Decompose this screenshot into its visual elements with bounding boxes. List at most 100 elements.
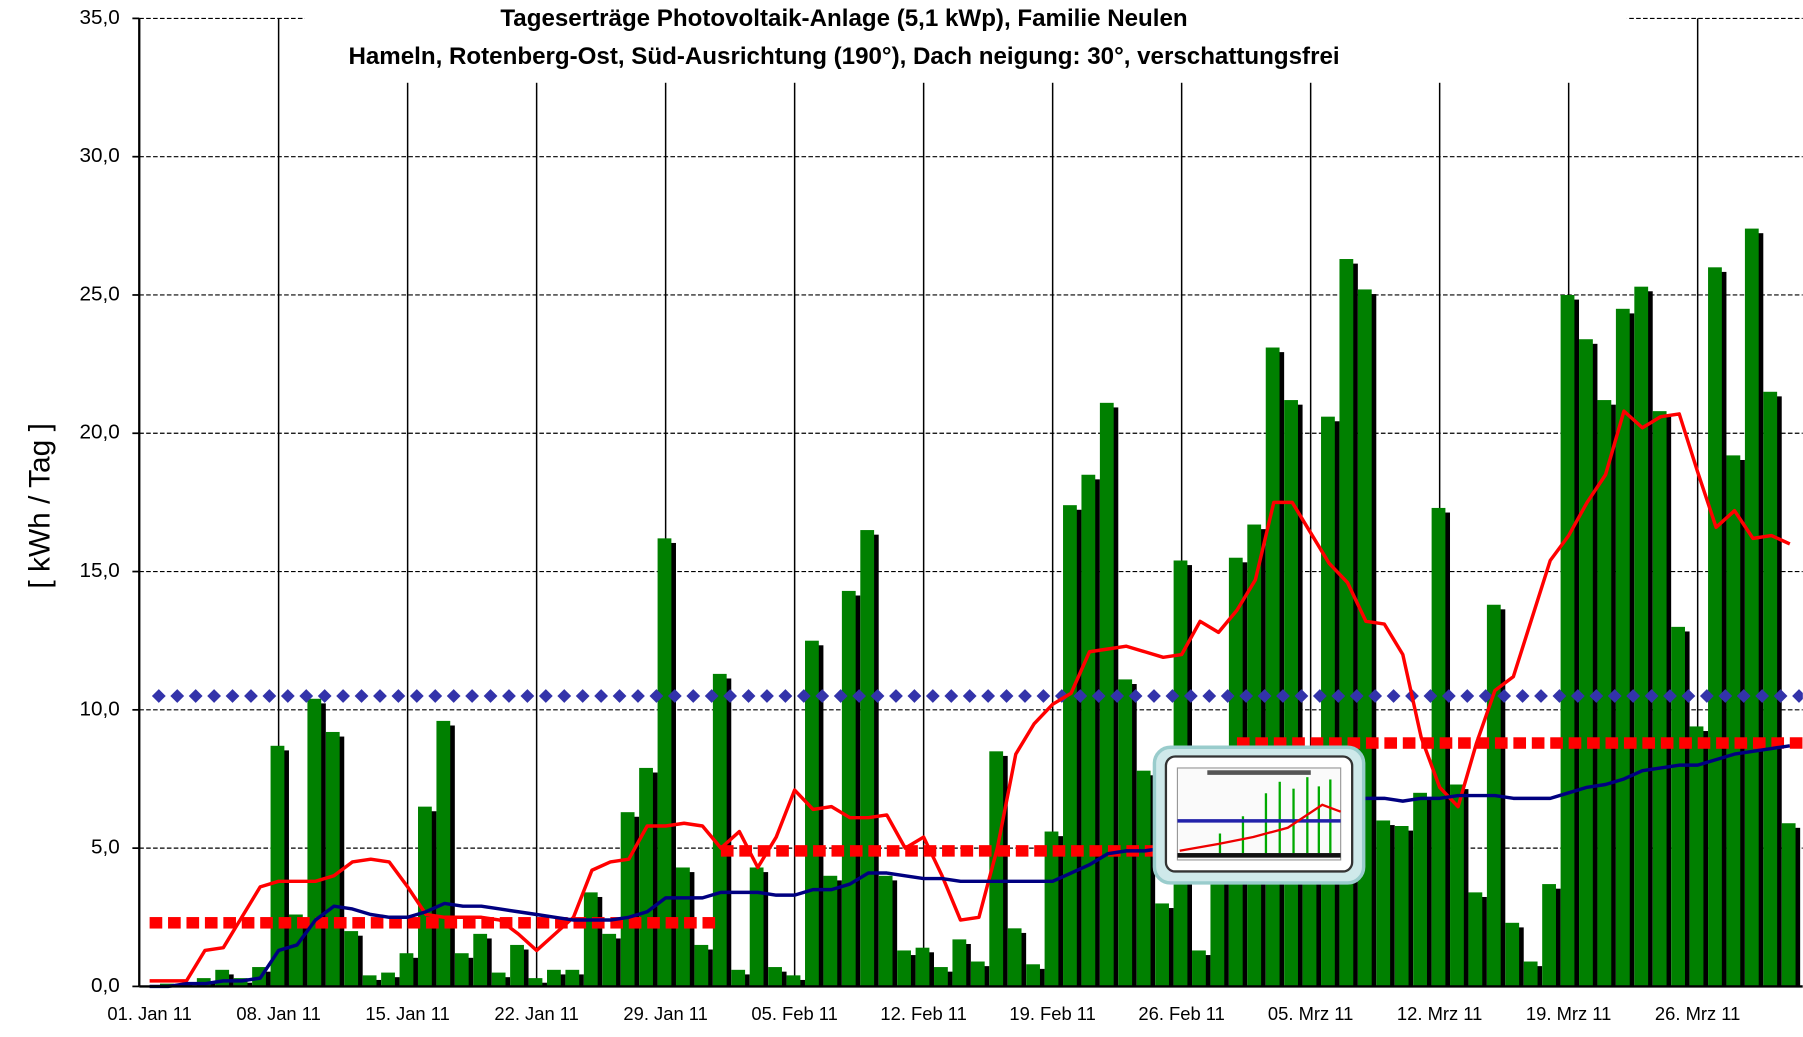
bar	[344, 931, 358, 986]
bar	[1505, 923, 1519, 987]
diamond-marker	[576, 689, 590, 703]
diamond-marker	[521, 689, 535, 703]
bar	[621, 812, 635, 986]
bar	[473, 934, 487, 987]
diamond-marker	[1037, 689, 1051, 703]
diamond-marker	[1000, 689, 1014, 703]
diamond-marker	[1147, 689, 1161, 703]
chart: 0,05,010,015,020,025,030,035,001. Jan 11…	[0, 0, 1803, 1037]
y-tick-label: 20,0	[79, 421, 119, 444]
bar	[529, 978, 543, 986]
chart-title: Tageserträge Photovoltaik-Anlage (5,1 kW…	[500, 5, 1187, 32]
bar	[492, 973, 506, 987]
bar	[363, 975, 377, 986]
bar	[455, 953, 469, 986]
plot-area: 0,05,010,015,020,025,030,035,001. Jan 11…	[79, 6, 1803, 1024]
diamond-marker	[428, 689, 442, 703]
diamond-marker	[779, 689, 793, 703]
diamond-marker	[152, 689, 166, 703]
embedded-thumbnail	[1154, 747, 1363, 883]
x-tick-label: 29. Jan 11	[623, 1003, 707, 1024]
bar	[510, 945, 524, 986]
diamond-marker	[1460, 689, 1474, 703]
diamond-marker	[539, 689, 553, 703]
bar	[971, 962, 985, 987]
bar	[823, 876, 837, 987]
bar	[326, 732, 340, 986]
x-tick-label: 19. Mrz 11	[1526, 1003, 1611, 1024]
bar	[750, 867, 764, 986]
diamond-marker	[170, 689, 184, 703]
bar	[418, 807, 432, 987]
bar	[694, 945, 708, 986]
bar	[1137, 771, 1151, 987]
bar	[547, 970, 561, 987]
bar	[916, 948, 930, 987]
bar	[1376, 820, 1390, 986]
bar	[842, 591, 856, 987]
diamond-marker	[760, 689, 774, 703]
x-tick-label: 08. Jan 11	[236, 1003, 320, 1024]
bar	[879, 876, 893, 987]
diamond-marker	[244, 689, 258, 703]
diamond-marker	[1792, 689, 1803, 703]
bar	[1468, 892, 1482, 986]
bar	[1561, 295, 1575, 986]
bar	[436, 721, 450, 987]
bar	[1303, 876, 1317, 987]
diamond-marker	[594, 689, 608, 703]
diamond-marker	[262, 689, 276, 703]
diamond-marker	[889, 689, 903, 703]
diamond-marker	[391, 689, 405, 703]
bar	[1542, 884, 1556, 986]
diamond-marker	[742, 689, 756, 703]
bar	[215, 970, 229, 987]
bar	[1395, 826, 1409, 986]
bar	[787, 975, 801, 986]
diamond-marker	[373, 689, 387, 703]
diamond-marker	[613, 689, 627, 703]
x-tick-label: 19. Feb 11	[1009, 1003, 1096, 1024]
x-tick-label: 26. Feb 11	[1138, 1003, 1225, 1024]
diamond-marker	[1516, 689, 1530, 703]
y-tick-label: 25,0	[79, 282, 119, 305]
y-tick-label: 30,0	[79, 144, 119, 167]
bar	[1450, 785, 1464, 987]
bar	[713, 674, 727, 987]
diamond-marker	[355, 689, 369, 703]
diamond-marker	[1534, 689, 1548, 703]
y-tick-label: 0,0	[91, 974, 120, 997]
diamond-marker	[944, 689, 958, 703]
x-tick-label: 01. Jan 11	[107, 1003, 191, 1024]
bar	[1321, 417, 1335, 987]
diamond-marker	[926, 689, 940, 703]
y-tick-label: 35,0	[79, 6, 119, 29]
diamond-marker	[447, 689, 461, 703]
bar	[307, 699, 321, 987]
diamond-marker	[557, 689, 571, 703]
bar	[584, 892, 598, 986]
diamond-marker	[1202, 689, 1216, 703]
bar	[1745, 229, 1759, 987]
diamond-marker	[281, 689, 295, 703]
diamond-marker	[1018, 689, 1032, 703]
y-axis-label: [ kWh / Tag ]	[23, 423, 56, 588]
bar	[1671, 627, 1685, 987]
chart-subtitle: Hameln, Rotenberg-Ost, Süd-Ausrichtung (…	[348, 43, 1339, 70]
bar	[952, 939, 966, 986]
diamond-marker	[1387, 689, 1401, 703]
bar	[639, 768, 653, 986]
y-tick-label: 10,0	[79, 697, 119, 720]
title-box: Tageserträge Photovoltaik-Anlage (5,1 kW…	[305, 0, 1627, 83]
y-tick-label: 5,0	[91, 836, 120, 859]
bar	[1763, 392, 1777, 987]
bar	[731, 970, 745, 987]
bar	[1726, 455, 1740, 986]
diamond-marker	[336, 689, 350, 703]
diamond-marker	[410, 689, 424, 703]
diamond-marker	[189, 689, 203, 703]
diamond-marker	[686, 689, 700, 703]
diamond-marker	[963, 689, 977, 703]
bar	[1081, 475, 1095, 987]
bar	[1358, 289, 1372, 986]
